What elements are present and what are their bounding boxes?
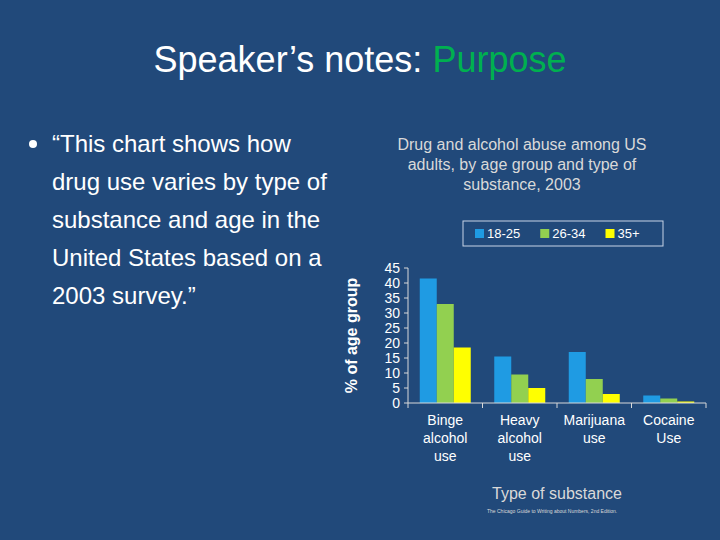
bar bbox=[643, 396, 660, 404]
chart-title-line: adults, by age group and type of bbox=[408, 156, 637, 173]
x-tick bbox=[557, 403, 558, 408]
x-tick-label-line: Cocaine bbox=[643, 412, 695, 428]
legend-swatch bbox=[606, 229, 615, 238]
y-tick-label: 0 bbox=[392, 395, 400, 411]
x-tick bbox=[706, 403, 707, 408]
bullet-dot bbox=[29, 140, 37, 148]
title-text: Speaker’s notes: bbox=[154, 39, 433, 80]
slide: Speaker’s notes: Purpose “This chart show… bbox=[0, 0, 720, 540]
legend: 18-25 26-34 35+ bbox=[463, 221, 663, 246]
chart-title-line: Drug and alcohol abuse among US bbox=[397, 136, 646, 153]
bullet-line: 2003 survey.” bbox=[52, 282, 196, 309]
slide-background bbox=[0, 0, 720, 540]
legend-label: 35+ bbox=[618, 226, 640, 241]
y-tick-label: 20 bbox=[384, 335, 400, 351]
bullet-line: substance and age in the bbox=[52, 206, 320, 233]
bullet-text: “This chart shows how drug use varies by … bbox=[52, 130, 327, 309]
bar bbox=[420, 279, 437, 404]
y-tick-label: 30 bbox=[384, 305, 400, 321]
y-tick-label: 40 bbox=[384, 275, 400, 291]
x-axis-label: Type of substance bbox=[492, 485, 622, 502]
x-tick-label-line: use bbox=[508, 448, 531, 464]
x-axis: Binge alcohol use Heavy alcohol use Marijuana u… bbox=[408, 403, 706, 464]
y-tick bbox=[404, 283, 408, 284]
y-tick bbox=[404, 388, 408, 389]
bar bbox=[511, 375, 528, 404]
x-tick-label-line: Heavy bbox=[500, 412, 540, 428]
legend-swatch bbox=[475, 229, 484, 238]
y-tick bbox=[404, 403, 408, 404]
bar bbox=[660, 399, 677, 404]
x-tick-label-line: Use bbox=[656, 430, 681, 446]
x-tick-label: Binge alcohol use bbox=[423, 412, 467, 464]
slide-title: Speaker’s notes: Purpose bbox=[154, 39, 567, 80]
bar bbox=[454, 348, 471, 404]
y-tick-label: 10 bbox=[384, 365, 400, 381]
y-tick bbox=[404, 328, 408, 329]
y-tick-label: 35 bbox=[384, 290, 400, 306]
bar bbox=[494, 357, 511, 404]
y-axis-line bbox=[408, 268, 409, 403]
x-tick-label-line: use bbox=[583, 430, 606, 446]
bullet-line: drug use varies by type of bbox=[52, 168, 327, 195]
bar bbox=[569, 352, 586, 403]
bars bbox=[420, 279, 695, 404]
y-tick-label: 25 bbox=[384, 320, 400, 336]
bullet-line: United States based on a bbox=[52, 244, 322, 271]
y-tick bbox=[404, 268, 408, 269]
y-tick bbox=[404, 298, 408, 299]
y-tick-label: 5 bbox=[392, 380, 400, 396]
y-axis-label: % of age group bbox=[343, 278, 360, 394]
x-tick-label-line: alcohol bbox=[498, 430, 542, 446]
x-tick-label: Heavy alcohol use bbox=[498, 412, 542, 464]
bar bbox=[586, 379, 603, 403]
y-tick-label: 15 bbox=[384, 350, 400, 366]
chart-title: Drug and alcohol abuse among US adults, b… bbox=[397, 136, 646, 193]
x-tick bbox=[631, 403, 632, 408]
x-tick-label-line: Marijuana bbox=[564, 412, 626, 428]
x-tick-label-line: alcohol bbox=[423, 430, 467, 446]
x-tick-label-line: Binge bbox=[427, 412, 463, 428]
y-tick bbox=[404, 373, 408, 374]
bar bbox=[603, 394, 620, 403]
legend-box bbox=[463, 221, 663, 246]
legend-swatch bbox=[540, 229, 549, 238]
y-tick-label: 45 bbox=[384, 260, 400, 276]
x-tick bbox=[482, 403, 483, 408]
x-tick-label: Cocaine Use bbox=[643, 412, 695, 446]
source-note: The Chicago Guide to Writing about Numbe… bbox=[487, 508, 617, 514]
bar bbox=[437, 304, 454, 403]
x-tick-label-line: use bbox=[434, 448, 457, 464]
title-highlight: Purpose bbox=[432, 39, 566, 80]
legend-label: 26-34 bbox=[552, 226, 585, 241]
chart-title-line: substance, 2003 bbox=[463, 176, 581, 193]
bar bbox=[528, 388, 545, 403]
y-axis: 051015202530354045 bbox=[384, 260, 408, 411]
x-tick-label: Marijuana use bbox=[564, 412, 626, 446]
y-tick bbox=[404, 358, 408, 359]
y-tick bbox=[404, 313, 408, 314]
bullet-line: “This chart shows how bbox=[52, 130, 291, 157]
y-tick bbox=[404, 343, 408, 344]
legend-label: 18-25 bbox=[487, 226, 520, 241]
x-tick bbox=[408, 403, 409, 408]
